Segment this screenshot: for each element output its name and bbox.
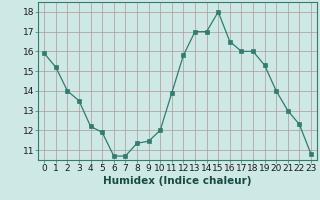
X-axis label: Humidex (Indice chaleur): Humidex (Indice chaleur): [103, 176, 252, 186]
